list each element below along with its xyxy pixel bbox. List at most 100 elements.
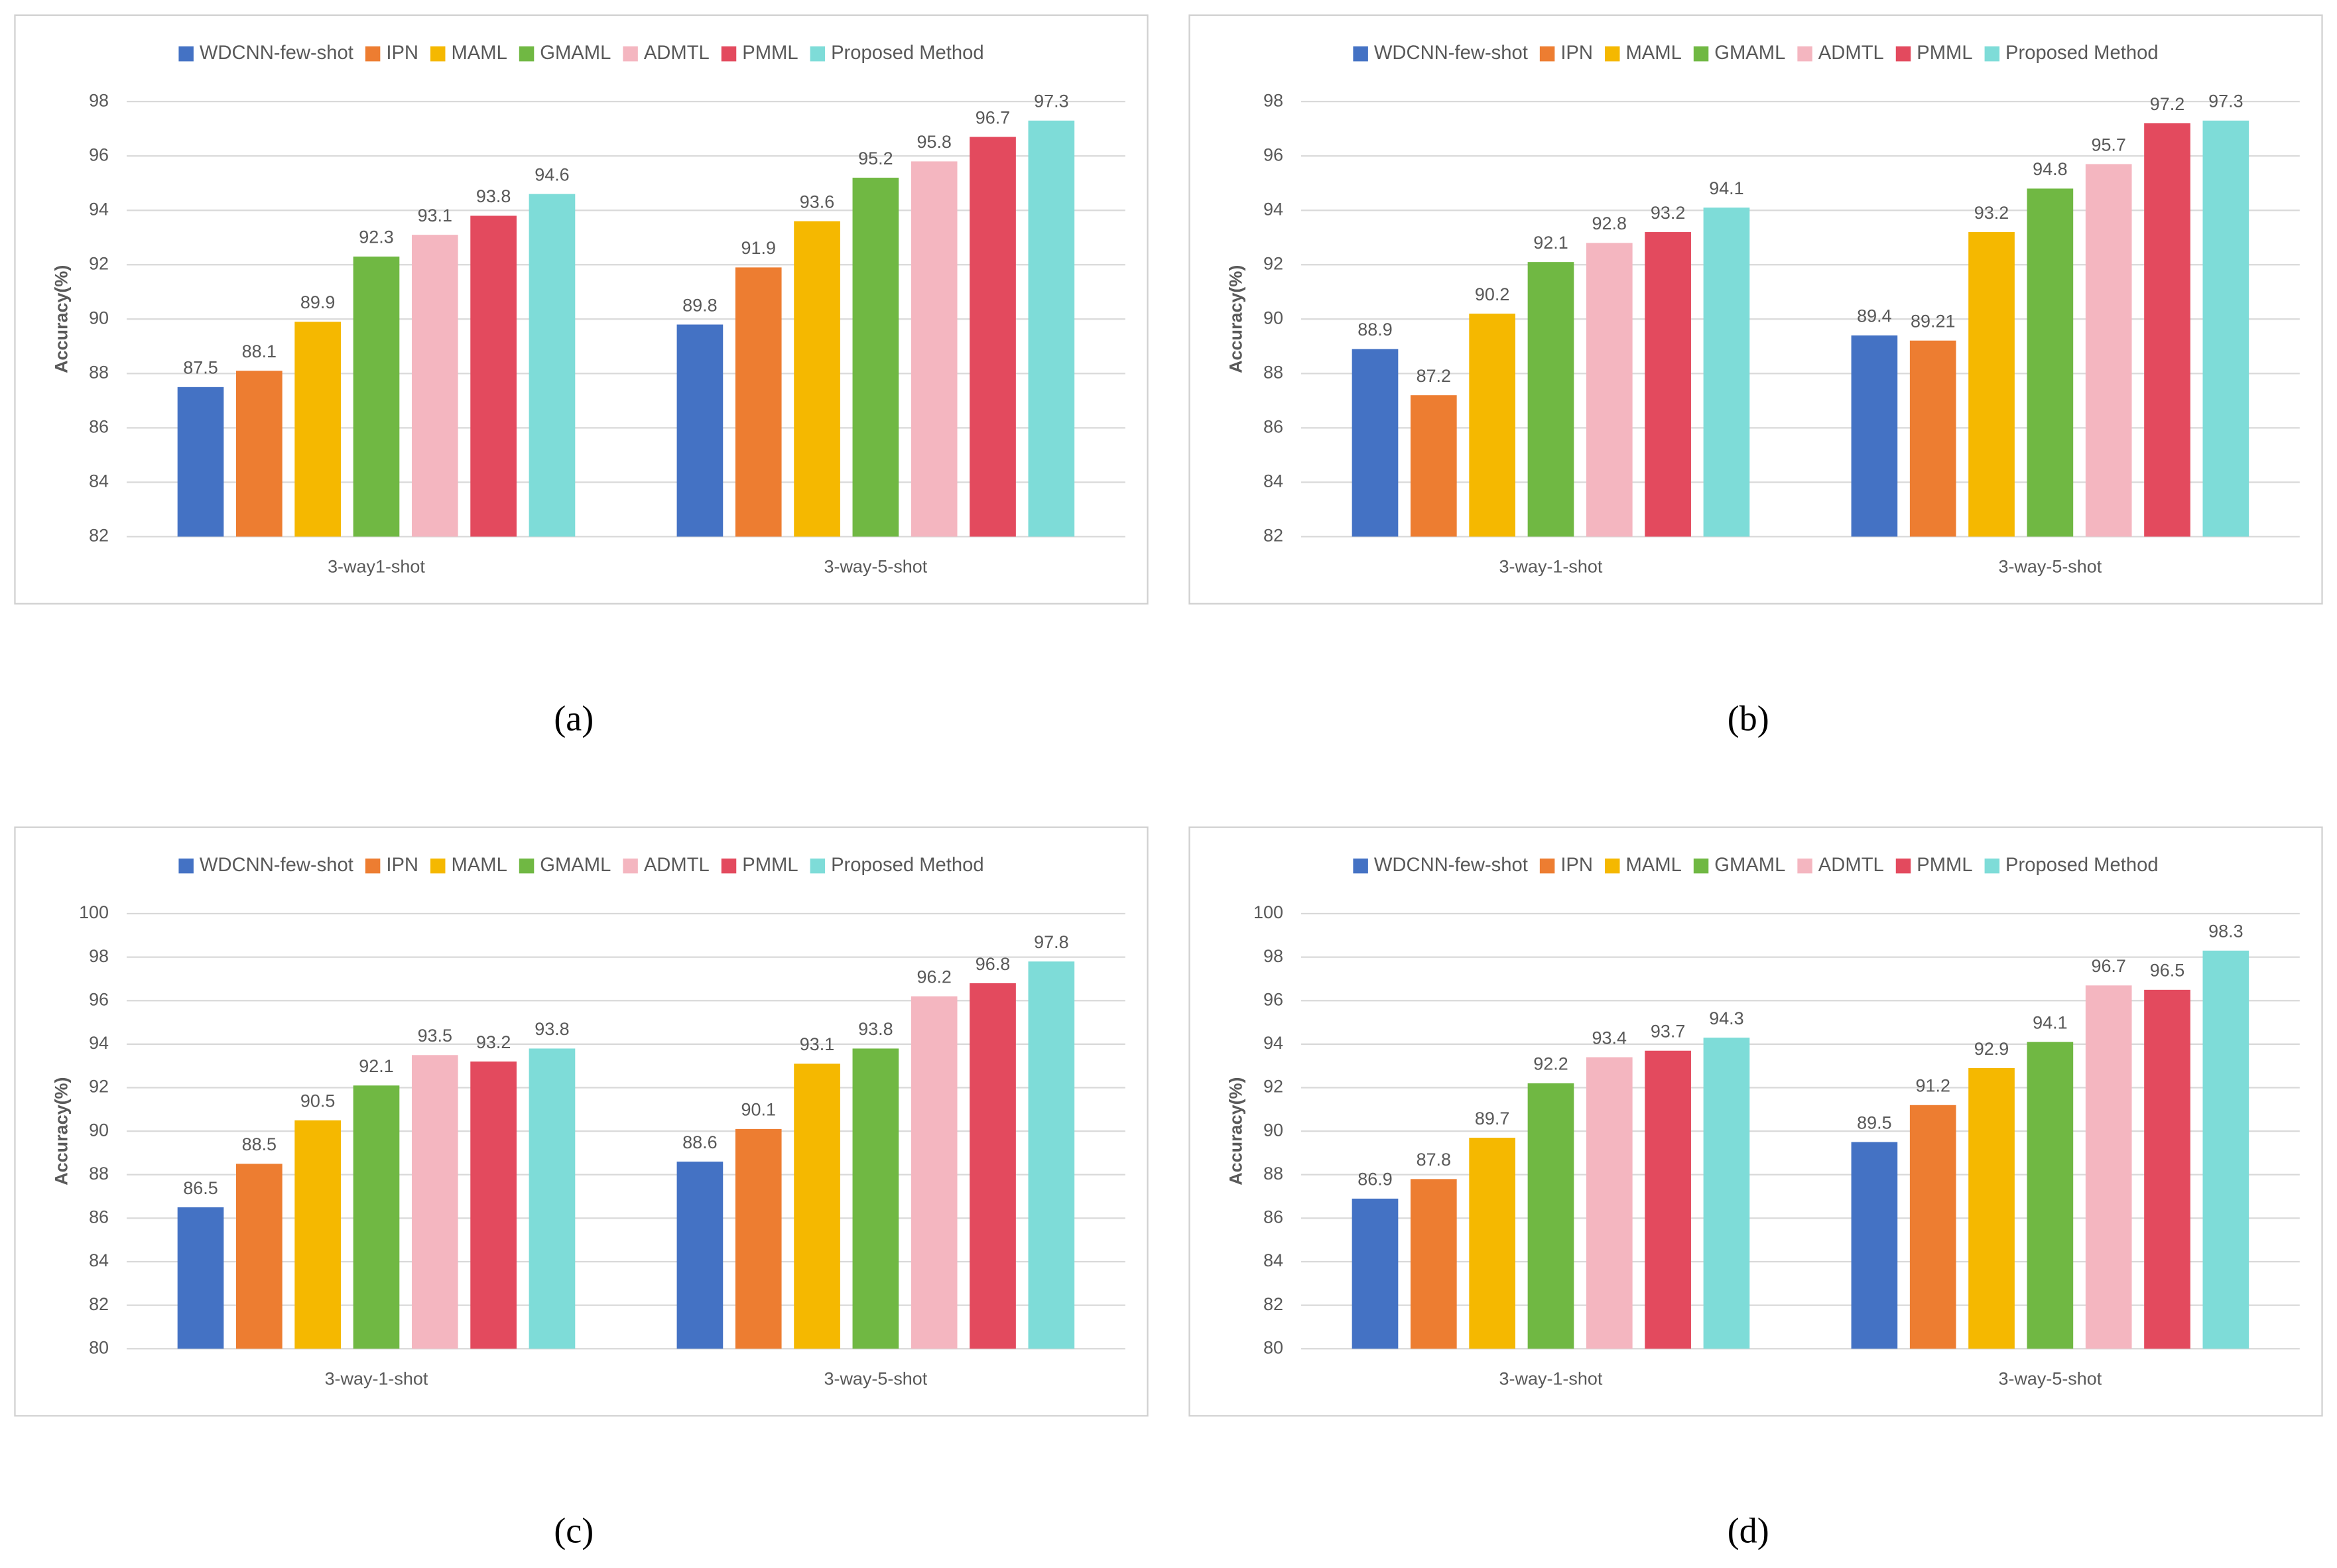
y-tick-label: 82 — [1263, 1294, 1283, 1314]
bar — [1586, 1057, 1633, 1349]
bar — [294, 322, 341, 537]
bar — [852, 1048, 899, 1349]
data-label: 96.8 — [976, 954, 1010, 974]
y-tick-label: 100 — [79, 902, 109, 922]
legend-swatch — [1797, 858, 1812, 874]
data-label: 89.8 — [682, 295, 717, 315]
bar — [794, 221, 840, 537]
bar — [970, 137, 1016, 537]
y-tick-label: 82 — [89, 526, 109, 546]
y-tick-label: 92 — [1263, 253, 1283, 273]
legend: WDCNN-few-shot IPN MAML GMAML ADMTL PMML Propo… — [1353, 855, 2159, 876]
bar — [1851, 335, 1898, 537]
bar — [2144, 123, 2190, 537]
y-tick-label: 86 — [89, 1207, 109, 1227]
bar — [911, 996, 958, 1349]
data-label: 87.8 — [1417, 1150, 1451, 1170]
data-label: 96.7 — [2091, 956, 2125, 976]
legend-swatch — [721, 858, 737, 874]
data-label: 93.5 — [418, 1026, 452, 1046]
legend-swatch — [1984, 858, 2000, 874]
bar — [411, 235, 458, 537]
data-label: 95.2 — [858, 149, 893, 168]
bar — [794, 1063, 840, 1349]
legend-swatch — [365, 46, 381, 62]
legend-swatch — [1693, 858, 1709, 874]
legend-swatch — [1895, 858, 1911, 874]
bar — [1527, 262, 1574, 537]
bar — [529, 194, 576, 537]
y-tick-label: 98 — [1263, 90, 1283, 110]
bar — [1645, 232, 1691, 537]
legend-swatch — [810, 46, 826, 62]
data-label: 89.5 — [1857, 1113, 1891, 1132]
bar — [735, 267, 782, 537]
y-tick-label: 92 — [89, 253, 109, 273]
data-label: 88.1 — [242, 341, 277, 361]
y-tick-label: 90 — [1263, 308, 1283, 328]
data-label: 93.2 — [1974, 203, 2009, 223]
y-tick-label: 96 — [1263, 989, 1283, 1009]
legend-swatch — [1797, 46, 1812, 62]
data-label: 93.2 — [476, 1032, 511, 1052]
legend-label: WDCNN-few-shot — [200, 42, 353, 64]
data-label: 97.3 — [2208, 91, 2243, 111]
y-tick-label: 90 — [89, 1120, 109, 1140]
legend-label: IPN — [1560, 42, 1593, 64]
y-tick-label: 88 — [1263, 1164, 1283, 1183]
legend-label: Proposed Method — [831, 855, 984, 876]
bar — [353, 1085, 400, 1349]
chart: 80 82 84 86 88 90 92 94 96 98 100 3-way-1-shot 86.9 8… — [1188, 826, 2323, 1550]
x-tick-label: 3-way-5-shot — [1998, 557, 2102, 577]
legend-label: WDCNN-few-shot — [1374, 42, 1528, 64]
data-label: 90.1 — [741, 1100, 775, 1120]
legend-label: ADMTL — [1818, 42, 1884, 64]
y-tick-label: 96 — [89, 989, 109, 1009]
bar — [2144, 989, 2190, 1349]
bar — [2027, 188, 2074, 537]
y-tick-label: 82 — [1263, 526, 1283, 546]
bar — [470, 1061, 517, 1349]
data-label: 94.6 — [535, 164, 569, 184]
data-label: 94.8 — [2033, 159, 2067, 179]
y-tick-label: 98 — [1263, 946, 1283, 966]
legend-label: GMAML — [1714, 855, 1785, 876]
bar — [235, 371, 283, 537]
legend-label: PMML — [742, 42, 798, 64]
bar — [1851, 1142, 1898, 1349]
data-label: 93.1 — [418, 206, 452, 225]
data-label: 86.9 — [1358, 1170, 1392, 1189]
legend-swatch — [1604, 46, 1620, 62]
data-label: 89.21 — [1911, 311, 1955, 331]
data-label: 88.6 — [682, 1132, 717, 1152]
y-tick-label: 88 — [89, 1164, 109, 1183]
bar — [1352, 349, 1399, 537]
legend-swatch — [430, 46, 446, 62]
legend-swatch — [1539, 858, 1555, 874]
y-tick-label: 92 — [89, 1077, 109, 1097]
legend-label: MAML — [1625, 42, 1681, 64]
bar — [1909, 1105, 1956, 1349]
legend-swatch — [1895, 46, 1911, 62]
chart: 82 84 86 88 90 92 94 96 98 3-way1-shot 87.5 88.1 89.… — [14, 14, 1149, 739]
panel-label: (b) — [1728, 699, 1769, 739]
bar — [235, 1164, 283, 1349]
legend-swatch — [178, 858, 194, 874]
legend-swatch — [1353, 858, 1368, 874]
legend-label: GMAML — [540, 855, 611, 876]
data-label: 92.3 — [359, 227, 393, 247]
bar — [1028, 961, 1075, 1349]
y-tick-label: 84 — [1263, 471, 1283, 491]
y-tick-label: 86 — [1263, 416, 1283, 436]
bar — [2027, 1042, 2074, 1349]
x-tick-label: 3-way-5-shot — [1998, 1369, 2102, 1389]
y-tick-label: 86 — [1263, 1207, 1283, 1227]
bar — [529, 1048, 576, 1349]
legend-label: PMML — [742, 855, 798, 876]
y-tick-label: 86 — [89, 416, 109, 436]
legend: WDCNN-few-shot IPN MAML GMAML ADMTL PMML Propo… — [178, 42, 984, 64]
bar — [1410, 1179, 1457, 1349]
data-label: 91.2 — [1915, 1076, 1950, 1096]
panel-label: (a) — [554, 699, 594, 739]
